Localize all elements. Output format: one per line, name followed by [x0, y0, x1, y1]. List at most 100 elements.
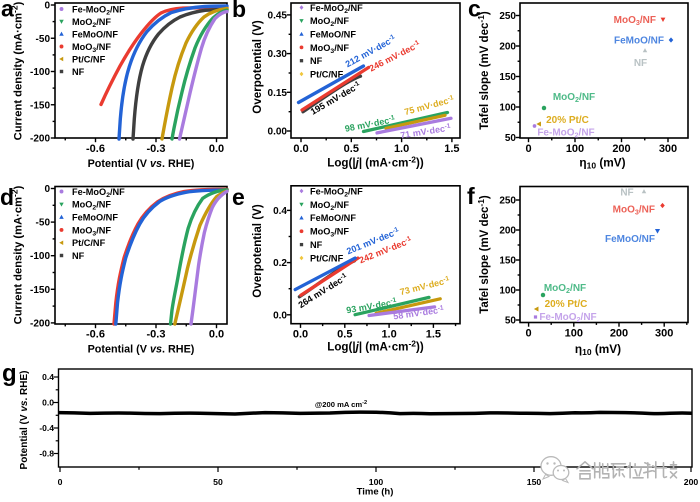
- svg-text:0.00: 0.00: [268, 127, 288, 138]
- svg-text:FeMoO/NF: FeMoO/NF: [614, 36, 664, 47]
- svg-text:FeMoO/NF: FeMoO/NF: [72, 29, 118, 39]
- svg-text:0: 0: [525, 143, 531, 155]
- svg-text:NF: NF: [72, 67, 85, 77]
- svg-text:1.0: 1.0: [381, 329, 396, 341]
- svg-text:Tafel slope (mV dec-1): Tafel slope (mV dec-1): [476, 11, 491, 130]
- svg-text:e: e: [232, 184, 245, 210]
- svg-text:250: 250: [499, 11, 516, 22]
- svg-text:1.0: 1.0: [394, 143, 409, 155]
- svg-text:1.5: 1.5: [444, 143, 459, 155]
- svg-text:FeMoO/NF: FeMoO/NF: [310, 213, 356, 223]
- svg-text:MoO3/NF: MoO3/NF: [72, 225, 111, 237]
- svg-text:0: 0: [526, 328, 532, 340]
- svg-text:Overpotential (V): Overpotential (V): [251, 204, 264, 298]
- svg-text:200: 200: [499, 226, 516, 237]
- svg-text:0: 0: [58, 477, 63, 487]
- svg-text:Log(|j| (mA·cm-2)): Log(|j| (mA·cm-2)): [327, 154, 424, 169]
- svg-text:-100: -100: [30, 67, 50, 78]
- svg-text:-0.8: -0.8: [39, 449, 54, 459]
- svg-text:Fe-MoO2/NF: Fe-MoO2/NF: [310, 186, 363, 198]
- svg-text:20% Pt/C: 20% Pt/C: [545, 299, 588, 310]
- svg-text:MoO2/NF: MoO2/NF: [553, 92, 595, 104]
- svg-text:Pt/C/NF: Pt/C/NF: [72, 238, 106, 248]
- svg-text:Log(|j| (mA·cm-2)): Log(|j| (mA·cm-2)): [327, 339, 424, 354]
- svg-text:200: 200: [499, 42, 516, 53]
- svg-text:0.4: 0.4: [42, 372, 54, 382]
- svg-text:300: 300: [659, 143, 677, 155]
- svg-text:FeMoO/NF: FeMoO/NF: [310, 30, 356, 40]
- svg-text:FeMoO/NF: FeMoO/NF: [605, 234, 655, 245]
- svg-text:-0.4: -0.4: [39, 423, 54, 433]
- svg-text:-150: -150: [30, 285, 50, 296]
- svg-text:NF: NF: [634, 58, 647, 69]
- svg-text:Fe-MoO2/NF: Fe-MoO2/NF: [310, 3, 363, 15]
- svg-text:200: 200: [684, 477, 699, 487]
- svg-text:Pt/C/NF: Pt/C/NF: [72, 54, 106, 64]
- svg-text:NF: NF: [310, 56, 323, 66]
- svg-text:Fe-MoO2/NF: Fe-MoO2/NF: [72, 187, 125, 199]
- svg-text:NF: NF: [620, 188, 633, 199]
- svg-text:0.2: 0.2: [273, 258, 287, 269]
- svg-text:MoO3/NF: MoO3/NF: [310, 43, 349, 55]
- svg-text:100: 100: [566, 143, 584, 155]
- svg-text:Overpotential (V): Overpotential (V): [251, 20, 264, 114]
- svg-text:Current density (mA·cm-2): Current density (mA·cm-2): [10, 185, 25, 324]
- svg-text:-150: -150: [30, 100, 50, 111]
- svg-text:MoO3/NF: MoO3/NF: [72, 42, 111, 54]
- svg-text:η10 (mV): η10 (mV): [575, 342, 621, 357]
- svg-text:f: f: [467, 183, 475, 209]
- svg-text:100: 100: [499, 103, 516, 114]
- svg-text:0.45: 0.45: [268, 10, 288, 21]
- svg-text:0.30: 0.30: [268, 49, 288, 60]
- svg-text:50: 50: [213, 477, 223, 487]
- svg-text:FeMoO/NF: FeMoO/NF: [72, 213, 118, 223]
- svg-text:c: c: [468, 0, 481, 22]
- svg-text:0.0: 0.0: [209, 329, 224, 341]
- svg-text:g: g: [2, 360, 17, 387]
- svg-text:250: 250: [499, 196, 516, 207]
- svg-text:300: 300: [655, 328, 673, 340]
- svg-text:20% Pt/C: 20% Pt/C: [546, 115, 589, 126]
- svg-text:0.0: 0.0: [42, 398, 54, 408]
- svg-text:150: 150: [499, 256, 516, 267]
- svg-text:a: a: [1, 0, 14, 22]
- svg-text:Potential (V vs. RHE): Potential (V vs. RHE): [19, 371, 30, 470]
- svg-text:Fe-MoO2/NF: Fe-MoO2/NF: [539, 312, 596, 324]
- svg-text:-50: -50: [36, 218, 51, 229]
- svg-text:0.4: 0.4: [273, 206, 287, 217]
- svg-text:100: 100: [499, 286, 516, 297]
- svg-text:NF: NF: [72, 251, 85, 261]
- svg-text:Time (h): Time (h): [357, 487, 394, 498]
- svg-text:Potential (V vs. RHE): Potential (V vs. RHE): [88, 158, 195, 170]
- svg-text:-50: -50: [36, 34, 51, 45]
- svg-text:0: 0: [44, 184, 50, 195]
- svg-text:100: 100: [565, 328, 583, 340]
- svg-text:MoO3/NF: MoO3/NF: [613, 205, 655, 217]
- svg-text:Current density (mA·cm-2): Current density (mA·cm-2): [10, 1, 25, 140]
- svg-text:Fe-MoO2/NF: Fe-MoO2/NF: [537, 128, 594, 140]
- svg-text:0.0: 0.0: [293, 329, 308, 341]
- svg-text:NF: NF: [310, 240, 323, 250]
- svg-text:0.5: 0.5: [344, 143, 359, 155]
- svg-text:Fe-MoO2/NF: Fe-MoO2/NF: [72, 4, 125, 16]
- svg-text:@200 mA cm-2: @200 mA cm-2: [315, 400, 367, 409]
- svg-text:0.0: 0.0: [209, 143, 224, 155]
- svg-text:50: 50: [505, 133, 517, 144]
- svg-text:b: b: [232, 0, 246, 22]
- svg-text:MoO2/NF: MoO2/NF: [72, 17, 111, 29]
- svg-text:-100: -100: [30, 251, 50, 262]
- svg-text:-0.3: -0.3: [147, 329, 166, 341]
- svg-text:200: 200: [612, 143, 630, 155]
- svg-text:MoO2/NF: MoO2/NF: [310, 16, 349, 28]
- svg-text:100: 100: [369, 477, 384, 487]
- svg-text:Potential (V vs. RHE): Potential (V vs. RHE): [88, 344, 195, 356]
- svg-text:Pt/C/NF: Pt/C/NF: [310, 69, 344, 79]
- svg-text:MoO2/NF: MoO2/NF: [544, 283, 586, 295]
- svg-text:-0.3: -0.3: [147, 143, 166, 155]
- svg-text:d: d: [0, 184, 14, 210]
- svg-text:150: 150: [499, 72, 516, 83]
- svg-text:0.5: 0.5: [337, 329, 352, 341]
- svg-text:MoO2/NF: MoO2/NF: [72, 200, 111, 212]
- svg-text:0.0: 0.0: [293, 143, 308, 155]
- svg-text:-0.6: -0.6: [86, 329, 105, 341]
